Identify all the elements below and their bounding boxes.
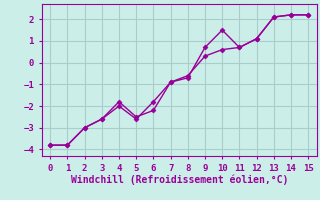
X-axis label: Windchill (Refroidissement éolien,°C): Windchill (Refroidissement éolien,°C) (70, 174, 288, 185)
